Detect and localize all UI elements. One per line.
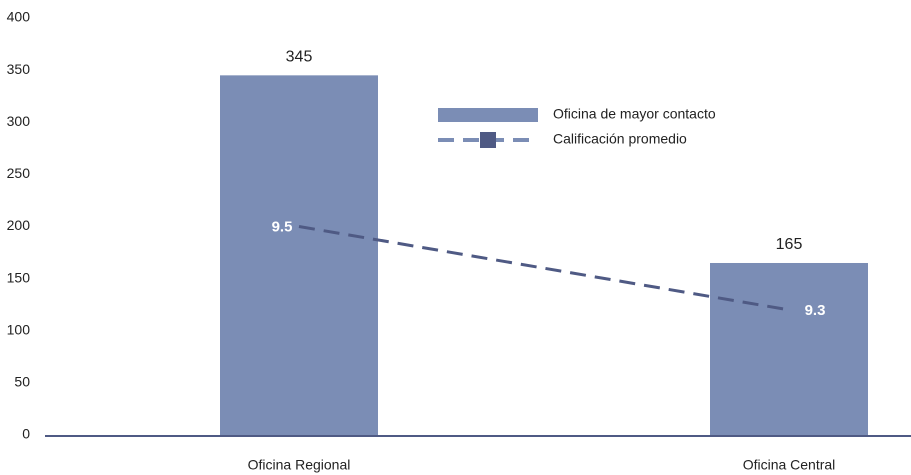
line-value-label: 9.5 <box>272 218 293 235</box>
legend-swatch <box>438 108 538 122</box>
y-tick-label: 200 <box>7 217 31 233</box>
line <box>298 225 790 312</box>
x-tick-label: Oficina Central <box>743 457 836 473</box>
bar <box>710 262 868 435</box>
y-tick-label: 0 <box>22 426 30 442</box>
bar-value-label: 165 <box>776 236 803 253</box>
y-tick-label: 250 <box>7 165 31 181</box>
legend-label: Oficina de mayor contacto <box>553 106 716 122</box>
y-tick-label: 100 <box>7 321 31 337</box>
line-value-label: 9.3 <box>805 302 826 319</box>
bar-value-label: 345 <box>286 49 313 66</box>
legend-marker <box>480 132 496 148</box>
bar <box>220 75 378 436</box>
y-tick-label: 300 <box>7 113 31 129</box>
y-tick-label: 50 <box>14 374 30 390</box>
y-tick-label: 150 <box>7 269 31 285</box>
legend-label: Calificación promedio <box>553 131 687 147</box>
y-tick-label: 350 <box>7 61 31 77</box>
x-tick-label: Oficina Regional <box>248 457 351 473</box>
y-tick-label: 400 <box>7 9 31 25</box>
